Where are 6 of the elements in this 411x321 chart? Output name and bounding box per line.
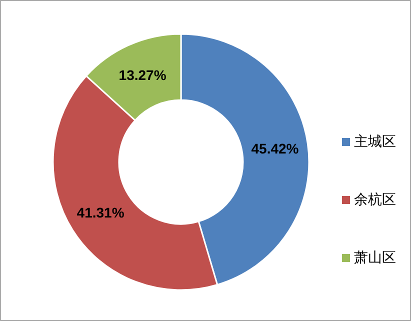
legend-label: 余杭区 [354,191,396,207]
data-label: 45.42% [251,140,300,156]
legend-label: 主城区 [354,133,396,149]
data-label: 41.31% [76,204,125,221]
data-label: 13.27% [118,67,167,84]
legend-label: 萧山区 [354,249,396,265]
